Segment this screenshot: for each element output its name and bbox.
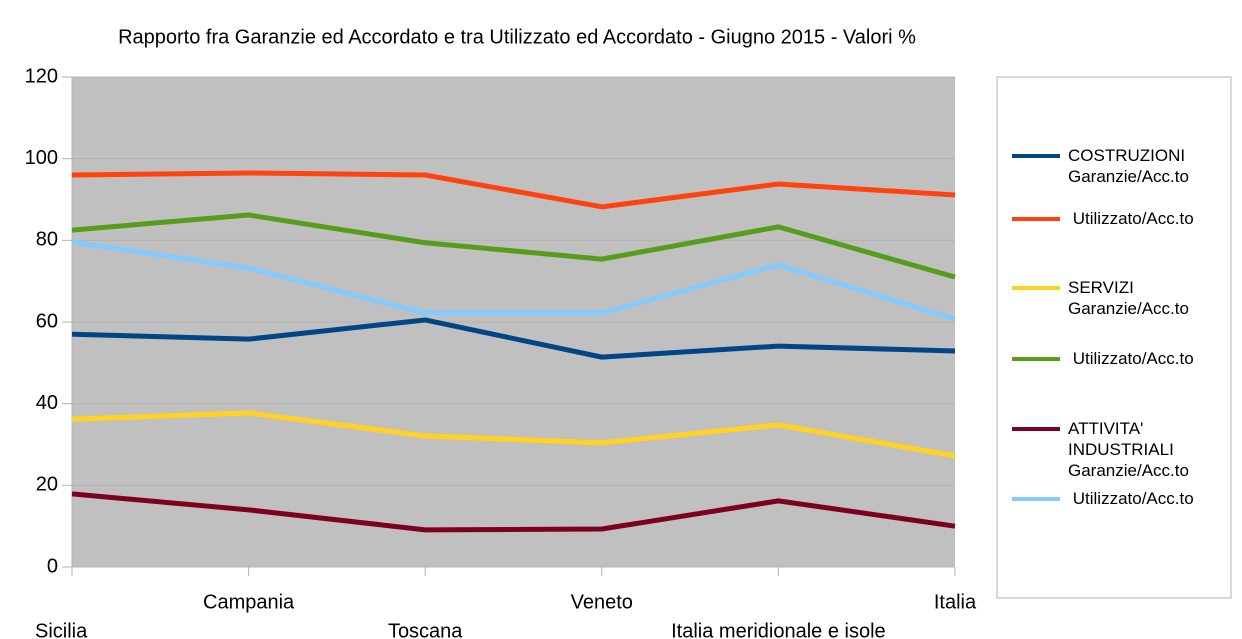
series-line [71,410,956,459]
legend-entry: COSTRUZIONI Garanzie/Acc.to [1012,145,1208,187]
x-tick-label: Toscana [388,620,463,639]
legend-swatch [1012,357,1060,361]
legend-label: ATTIVITA' INDUSTRIALI Garanzie/Acc.to [1068,419,1189,480]
legend-swatch [1012,497,1060,501]
series-line [71,491,956,533]
legend-swatch [1012,286,1060,290]
legend-entry: Utilizzato/Acc.to [1012,488,1208,509]
legend-label: Utilizzato/Acc.to [1068,209,1194,228]
legend-box [996,76,1232,599]
legend-label: Utilizzato/Acc.to [1068,489,1194,508]
y-tick-label: 20 [36,474,58,496]
x-tick-label: Campania [203,591,295,613]
y-tick-label: 60 [36,310,58,332]
legend-entry: SERVIZI Garanzie/Acc.to [1012,277,1208,319]
legend-label: SERVIZI Garanzie/Acc.to [1068,278,1189,318]
legend-entry: ATTIVITA' INDUSTRIALI Garanzie/Acc.to [1012,418,1208,481]
series-line [71,212,956,280]
legend-swatch [1012,154,1060,158]
series-line [71,239,956,322]
legend-entry: Utilizzato/Acc.to [1012,348,1208,369]
y-tick-label: 40 [36,392,58,414]
x-tick-label: Italia meridionale e isole [671,620,886,639]
legend-swatch [1012,427,1060,431]
series-line [71,317,956,360]
x-tick-label: Veneto [571,591,633,613]
x-tick-label: Italia [934,591,977,613]
legend-entry: Utilizzato/Acc.to [1012,208,1208,229]
chart-title: Rapporto fra Garanzie ed Accordato e tra… [118,26,916,48]
y-tick-label: 120 [25,65,58,87]
legend-label: Utilizzato/Acc.to [1068,349,1194,368]
series-line [71,170,956,210]
legend-swatch [1012,217,1060,221]
x-tick-label: Sicilia [35,620,88,639]
y-tick-label: 0 [47,555,58,577]
y-tick-label: 100 [25,147,58,169]
y-tick-label: 80 [36,229,58,251]
legend-label: COSTRUZIONI Garanzie/Acc.to [1068,146,1190,186]
